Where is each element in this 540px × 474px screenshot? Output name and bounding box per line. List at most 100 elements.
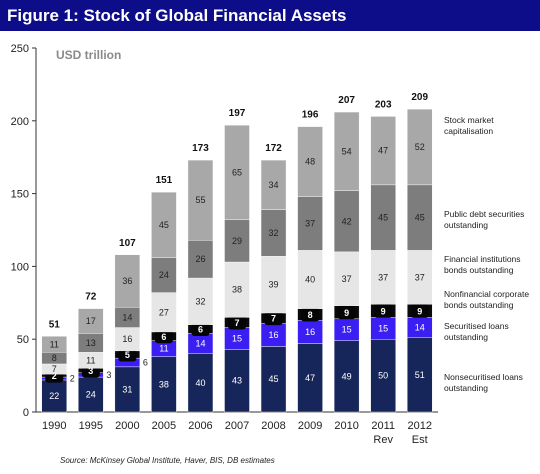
- data-label: 11: [50, 339, 59, 349]
- bar-segment: [187, 277, 214, 325]
- data-label: 38: [159, 379, 169, 389]
- total-label: 197: [229, 108, 246, 119]
- value-badge: [374, 303, 393, 318]
- data-label: 11: [159, 344, 168, 354]
- data-label: 15: [232, 333, 242, 343]
- bar-segment: [333, 340, 360, 413]
- data-label: 50: [378, 371, 388, 381]
- data-label: 14: [415, 323, 425, 333]
- x-tick-label: 1990: [42, 420, 66, 432]
- total-label: 209: [411, 92, 428, 103]
- data-label: 31: [122, 384, 132, 394]
- data-label: 8: [52, 353, 57, 363]
- data-label: 16: [122, 334, 132, 344]
- data-label: 54: [342, 146, 352, 156]
- data-label: 6: [161, 332, 166, 342]
- value-badge: [301, 307, 320, 322]
- data-label: 17: [86, 316, 96, 326]
- legend-entry: Financial institutions bonds outstanding: [444, 254, 521, 275]
- bar-segment: [151, 292, 177, 333]
- data-label: 47: [378, 146, 388, 156]
- data-label: 37: [415, 272, 425, 282]
- data-label: 43: [232, 376, 242, 386]
- bar-segment: [407, 250, 433, 305]
- data-label: 14: [195, 339, 205, 349]
- value-badge: [191, 322, 210, 337]
- bar-segment: [187, 239, 214, 279]
- bar-segment: [260, 209, 287, 257]
- total-label: 207: [338, 95, 355, 106]
- data-label: 37: [305, 218, 315, 228]
- bar-segment: [370, 339, 396, 413]
- bar-segment: [114, 254, 141, 308]
- data-label: 7: [271, 314, 276, 324]
- data-label: 65: [232, 167, 242, 177]
- x-tick-label: 2009: [298, 420, 322, 432]
- data-label: 45: [378, 213, 388, 223]
- x-tick-label: 2008: [261, 420, 285, 432]
- unit-label: USD trillion: [56, 48, 121, 62]
- data-label: 11: [86, 355, 95, 365]
- x-tick-label: 2006: [188, 420, 212, 432]
- legend-entry: Securitised loans outstanding: [444, 321, 509, 342]
- figure-title: Figure 1: Stock of Global Financial Asse…: [0, 0, 540, 31]
- data-label: 39: [269, 280, 279, 290]
- data-label: 45: [159, 220, 169, 230]
- data-label: 37: [378, 272, 388, 282]
- data-label: 32: [269, 228, 279, 238]
- bar-segment: [41, 379, 67, 413]
- data-label: 29: [232, 236, 242, 246]
- legend-entry: Stock market capitalisation: [444, 115, 494, 136]
- data-label: 14: [122, 312, 132, 322]
- y-tick-label: 50: [17, 334, 29, 346]
- data-label: 45: [415, 213, 425, 223]
- data-label: 34: [269, 180, 279, 190]
- total-label: 107: [119, 238, 136, 249]
- data-label: 6: [198, 325, 203, 335]
- y-tick-label: 200: [11, 116, 29, 128]
- data-label: 16: [305, 327, 315, 337]
- x-tick-label: 2005: [152, 420, 176, 432]
- x-tick-label: 2010: [334, 420, 358, 432]
- bar-segment: [297, 250, 323, 309]
- x-tick-sublabel: Est: [412, 434, 428, 446]
- data-label: 8: [308, 310, 313, 320]
- bar-segment: [407, 108, 433, 186]
- data-label: 6: [143, 357, 148, 367]
- total-label: 173: [192, 143, 209, 154]
- data-label: 55: [195, 195, 205, 205]
- data-label: 37: [342, 274, 352, 284]
- bar-segment: [407, 337, 433, 413]
- data-label: 2: [52, 371, 57, 381]
- bar-segment: [151, 257, 177, 293]
- data-label: 9: [417, 306, 422, 316]
- total-label: 172: [265, 143, 282, 154]
- total-label: 51: [49, 319, 61, 330]
- data-label: 45: [269, 374, 279, 384]
- bar-segment: [114, 366, 141, 413]
- bar-segment: [78, 308, 104, 334]
- data-label: 42: [342, 216, 352, 226]
- data-label: 16: [269, 330, 279, 340]
- data-label: 7: [234, 318, 239, 328]
- data-label: 48: [305, 157, 315, 167]
- data-label: 5: [125, 350, 130, 360]
- bar-segment: [151, 191, 177, 258]
- data-label: 15: [342, 325, 352, 335]
- value-badge: [410, 303, 429, 318]
- bar-segment: [260, 159, 287, 210]
- source-note: Source: McKinsey Global Institute, Haver…: [60, 456, 275, 465]
- data-label: 7: [52, 364, 57, 374]
- data-label: 32: [195, 296, 205, 306]
- bar-segment: [297, 126, 323, 197]
- y-tick-label: 150: [11, 189, 29, 201]
- bar-segment: [370, 250, 396, 305]
- x-tick-label: 2007: [225, 420, 249, 432]
- x-tick-label: 2012: [407, 420, 431, 432]
- bar-segment: [333, 190, 360, 253]
- bars: 2222781151199024331113177219953165161436…: [41, 92, 433, 446]
- data-label: 52: [415, 142, 425, 152]
- data-label: 40: [305, 275, 315, 285]
- data-label: 47: [305, 373, 315, 383]
- legend-entry: Nonfinancial corporate bonds outstanding: [444, 289, 529, 310]
